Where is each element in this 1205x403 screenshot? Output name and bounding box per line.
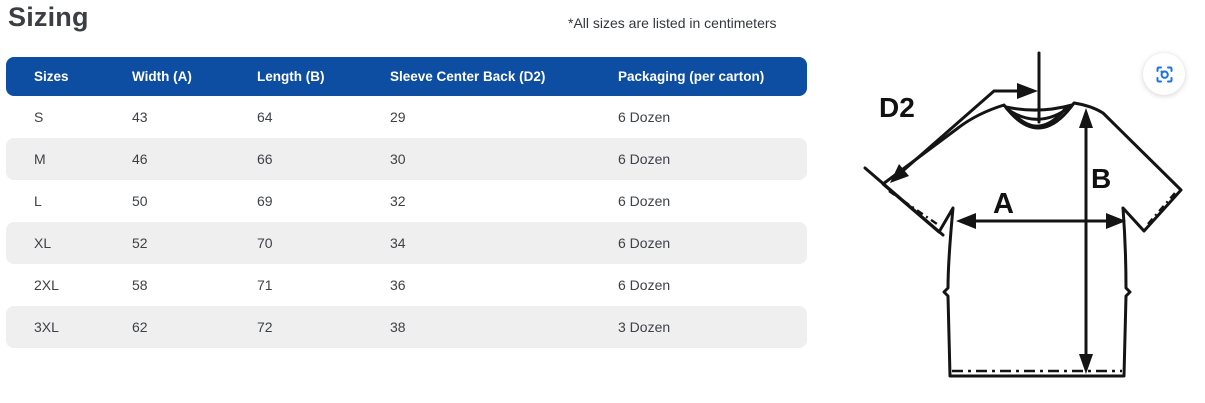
width-cell: 50 <box>132 193 148 209</box>
page-title: Sizing <box>8 2 89 32</box>
width-measure-arrow-a <box>956 213 1126 229</box>
packaging-cell: 6 Dozen <box>618 109 671 125</box>
length-cell: 64 <box>257 109 273 125</box>
tshirt-drawing: D2 A B <box>863 51 1183 378</box>
shirt-measurement-diagram: D2 A B <box>855 0 1205 403</box>
size-cell: M <box>34 151 46 167</box>
width-cell: 62 <box>132 319 148 335</box>
table-row-2xl: 2XL 58 71 36 6 Dozen <box>6 264 807 306</box>
packaging-cell: 6 Dozen <box>618 151 671 167</box>
sleeve-cell: 34 <box>390 235 406 251</box>
packaging-cell: 6 Dozen <box>618 235 671 251</box>
width-cell: 52 <box>132 235 148 251</box>
width-cell: 58 <box>132 277 148 293</box>
collar-inner-arc <box>1011 107 1067 128</box>
right-cuff-stitch-line <box>1147 192 1176 225</box>
sleeve-cell: 32 <box>390 193 406 209</box>
table-row-m: M 46 66 30 6 Dozen <box>6 138 807 180</box>
packaging-cell: 6 Dozen <box>618 277 671 293</box>
column-header-sizes: Sizes <box>34 69 69 84</box>
packaging-cell: 3 Dozen <box>618 319 671 335</box>
length-cell: 69 <box>257 193 273 209</box>
shirt-outline <box>881 101 1183 378</box>
size-cell: L <box>34 193 42 209</box>
image-zoom-button[interactable] <box>1143 53 1185 95</box>
table-row-s: S 43 64 29 6 Dozen <box>6 96 807 138</box>
width-cell: 46 <box>132 151 148 167</box>
table-row-xl: XL 52 70 34 6 Dozen <box>6 222 807 264</box>
length-cell: 72 <box>257 319 273 335</box>
table-row-3xl: 3XL 62 72 38 3 Dozen <box>6 306 807 348</box>
sizing-table: Sizes Width (A) Length (B) Sleeve Center… <box>6 57 807 348</box>
size-cell: 2XL <box>34 277 59 293</box>
column-header-width: Width (A) <box>132 69 192 84</box>
column-header-length: Length (B) <box>257 69 325 84</box>
size-cell: S <box>34 109 44 125</box>
table-row-l: L 50 69 32 6 Dozen <box>6 180 807 222</box>
length-cell: 66 <box>257 151 273 167</box>
length-cell: 71 <box>257 277 273 293</box>
length-measure-arrow-b <box>1079 108 1093 374</box>
packaging-cell: 6 Dozen <box>618 193 671 209</box>
sleeve-measure-arrow-d2 <box>890 83 1038 183</box>
width-cell: 43 <box>132 109 148 125</box>
sleeve-cell: 29 <box>390 109 406 125</box>
sleeve-cell: 36 <box>390 277 406 293</box>
length-label-b: B <box>1091 163 1111 194</box>
sleeve-cell: 30 <box>390 151 406 167</box>
column-header-sleeve: Sleeve Center Back (D2) <box>390 69 546 84</box>
column-header-packaging: Packaging (per carton) <box>618 69 765 84</box>
sleeve-label-d2: D2 <box>879 92 915 123</box>
collar-chord-line <box>1004 103 1074 112</box>
size-cell: XL <box>34 235 52 251</box>
size-cell: 3XL <box>34 319 59 335</box>
scan-viewfinder-icon <box>1155 65 1173 83</box>
units-note: *All sizes are listed in centimeters <box>568 15 777 31</box>
width-label-a: A <box>993 188 1014 220</box>
sleeve-cell: 38 <box>390 319 406 335</box>
table-header-row: Sizes Width (A) Length (B) Sleeve Center… <box>6 57 807 96</box>
left-cuff-stitch-line <box>888 190 938 225</box>
length-cell: 70 <box>257 235 273 251</box>
